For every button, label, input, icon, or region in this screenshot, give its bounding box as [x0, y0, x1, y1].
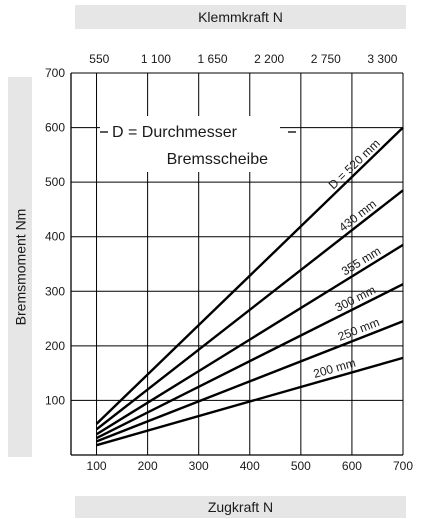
x-tick-label: 100 — [87, 459, 107, 473]
x-tick-label: 200 — [138, 459, 158, 473]
y-tick-label: 400 — [45, 230, 65, 244]
legend-text-line2: Bremsscheibe — [167, 151, 268, 168]
series-label: 430 mm — [336, 197, 379, 235]
x-tick-label: 400 — [240, 459, 260, 473]
x-tick-label: 600 — [342, 459, 362, 473]
series-label: 300 mm — [333, 283, 378, 315]
y-tick-label: 700 — [45, 66, 65, 80]
x-tick-label: 500 — [291, 459, 311, 473]
top-tick-label: 2 750 — [311, 52, 341, 66]
y-tick-label: 300 — [45, 284, 65, 298]
y-tick-label: 600 — [45, 121, 65, 135]
top-tick-label: 3 300 — [367, 52, 397, 66]
top-tick-label: 550 — [89, 52, 109, 66]
legend-text-line1: D = Durchmesser — [112, 124, 238, 141]
y-tick-label: 500 — [45, 175, 65, 189]
y-tick-label: 200 — [45, 339, 65, 353]
y-tick-label: 100 — [45, 393, 65, 407]
top-tick-label: 2 200 — [254, 52, 284, 66]
x-tick-label: 300 — [189, 459, 209, 473]
series-label: D = 520 mm — [326, 136, 383, 192]
top-tick-label: 1 100 — [141, 52, 171, 66]
top-tick-label: 1 650 — [198, 52, 228, 66]
x-tick-label: 700 — [393, 459, 413, 473]
